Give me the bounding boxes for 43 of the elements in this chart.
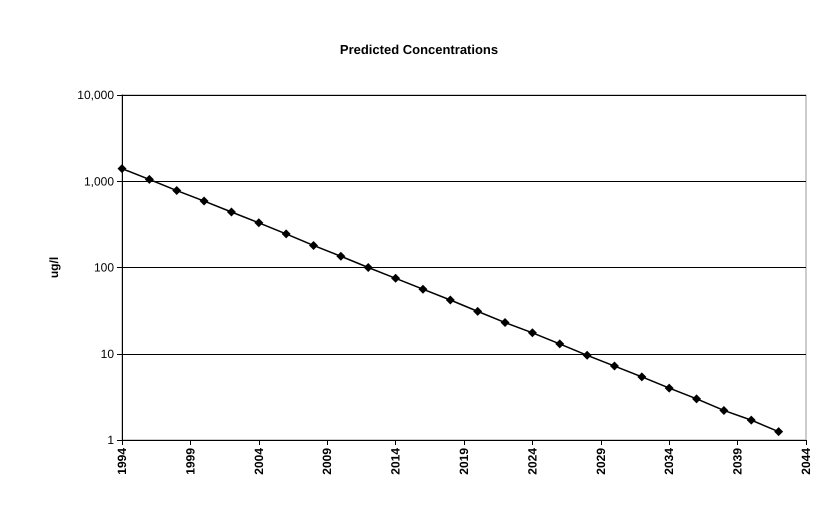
- point: [746, 416, 756, 425]
- point: [172, 186, 182, 196]
- point: [309, 240, 318, 250]
- point: [582, 350, 592, 360]
- point: [118, 164, 126, 174]
- point: [774, 427, 784, 436]
- point: [226, 208, 236, 216]
- y-tick-label: 10,000: [77, 88, 114, 102]
- point: [200, 196, 209, 206]
- point: [336, 252, 346, 261]
- y-tick-label: 10: [100, 346, 114, 361]
- y-axis-title: ug/l: [47, 256, 61, 278]
- x-tick-label: 2029: [594, 448, 608, 475]
- point: [500, 318, 510, 328]
- point: [664, 384, 674, 393]
- point: [473, 306, 482, 316]
- point: [446, 295, 455, 304]
- y-tick-label: 1,000: [84, 174, 114, 188]
- point: [364, 263, 373, 272]
- point: [555, 339, 564, 348]
- x-tick-label: 2009: [320, 448, 334, 475]
- x-tick-label: 2039: [730, 448, 745, 475]
- x-tick-label: 2004: [252, 448, 266, 475]
- point: [391, 274, 400, 283]
- point: [418, 284, 428, 294]
- y-tick-label: 1: [107, 433, 114, 447]
- point: [719, 406, 728, 415]
- y-tick-label: 100: [94, 260, 114, 274]
- x-tick-label: 2014: [388, 448, 403, 475]
- x-tick-label: 1994: [115, 448, 129, 475]
- point: [528, 328, 537, 338]
- chart-title: Predicted Concentrations: [340, 42, 498, 57]
- x-tick-label: 2019: [457, 448, 471, 475]
- point: [282, 229, 291, 238]
- x-tick-label: 1999: [183, 448, 198, 475]
- point: [637, 372, 646, 382]
- x-tick-label: 2024: [525, 448, 540, 475]
- point: [610, 362, 619, 371]
- x-tick-label: 2034: [662, 448, 676, 475]
- point: [254, 218, 264, 228]
- point: [144, 174, 154, 184]
- x-tick-label: 2044: [799, 448, 813, 475]
- point: [692, 394, 702, 404]
